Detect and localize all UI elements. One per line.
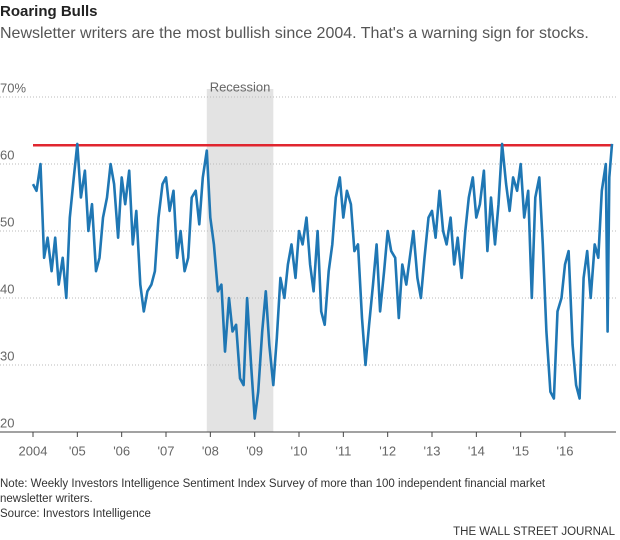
y-tick-label: 40 bbox=[0, 281, 14, 296]
note-box: Note: Weekly Investors Intelligence Sent… bbox=[0, 478, 546, 520]
chart-subtitle: Newsletter writers are the most bullish … bbox=[0, 25, 589, 42]
x-tick-label: '06 bbox=[113, 443, 130, 458]
x-tick-label: '09 bbox=[246, 443, 263, 458]
note: Note: Weekly Investors Intelligence Sent… bbox=[0, 478, 546, 505]
x-tick-label: '08 bbox=[202, 443, 219, 458]
x-tick-label: '05 bbox=[69, 443, 86, 458]
x-tick-label: 2004 bbox=[19, 443, 48, 458]
y-tick-label: 60 bbox=[0, 147, 14, 162]
chart-title: Roaring Bulls bbox=[0, 3, 98, 20]
y-tick-label: 70% bbox=[0, 80, 26, 95]
data-line bbox=[31, 142, 614, 420]
credit: THE WALL STREET JOURNAL bbox=[453, 526, 615, 538]
y-tick-label: 20 bbox=[0, 415, 14, 430]
x-tick-label: '14 bbox=[468, 443, 485, 458]
y-tick-label: 50 bbox=[0, 214, 14, 229]
x-tick-label: '10 bbox=[291, 443, 308, 458]
x-tick-label: '13 bbox=[424, 443, 441, 458]
x-tick-label: '12 bbox=[379, 443, 396, 458]
recession-label: Recession bbox=[210, 79, 271, 94]
x-tick-label: '15 bbox=[512, 443, 529, 458]
x-tick-label: '16 bbox=[557, 443, 574, 458]
x-tick-label: '07 bbox=[158, 443, 175, 458]
x-tick-label: '11 bbox=[335, 443, 351, 458]
y-tick-label: 30 bbox=[0, 348, 14, 363]
source: Source: Investors Intelligence bbox=[0, 508, 151, 520]
subtitle-box: Newsletter writers are the most bullish … bbox=[0, 25, 589, 42]
